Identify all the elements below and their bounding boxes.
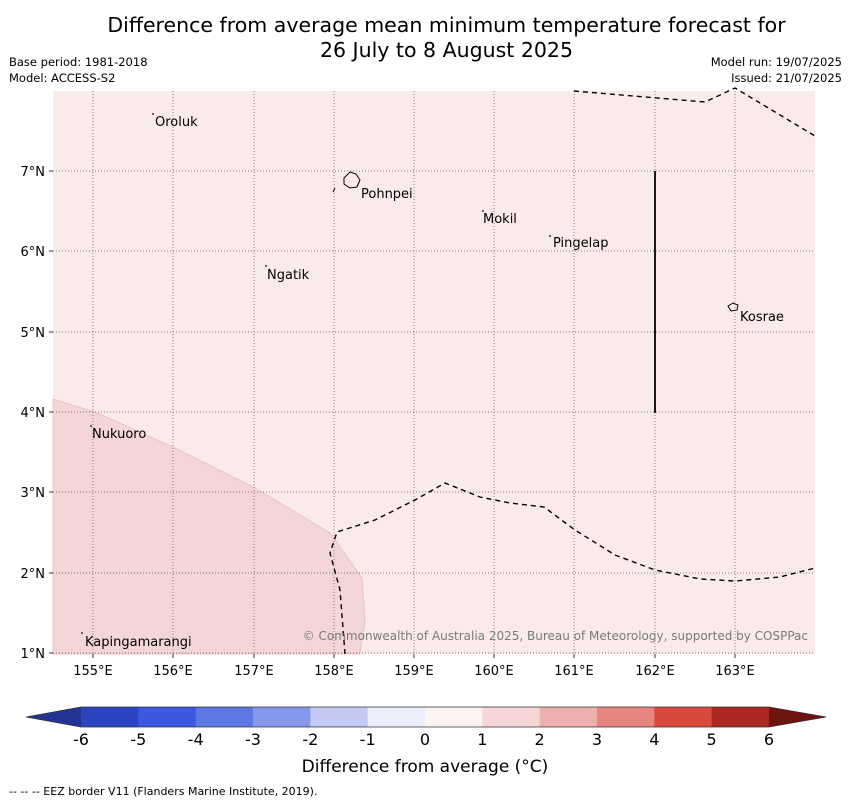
colorbar-bin	[138, 707, 197, 727]
lon-tick-label: 160°E	[474, 664, 514, 679]
lat-tick-label: 5°N	[21, 326, 46, 341]
colorbar-bin	[654, 707, 713, 727]
atoll-markers	[81, 113, 551, 634]
colorbar-bin	[367, 707, 426, 727]
colorbar-tick-label: 3	[592, 730, 602, 749]
graticule	[53, 91, 815, 654]
colorbar-bin	[482, 707, 541, 727]
place-label-nukuoro: Nukuoro	[92, 427, 146, 442]
colorbar-bin	[81, 707, 139, 727]
colorbar-tick-label: -1	[360, 730, 376, 749]
meta-right: Model run: 19/07/2025 Issued: 21/07/2025	[711, 54, 842, 86]
colorbar-extend-low	[26, 707, 81, 727]
mokil-marker	[482, 210, 484, 212]
lon-tick-label: 157°E	[234, 664, 274, 679]
eez-border-north	[573, 87, 816, 137]
map-title: Difference from average mean minimum tem…	[0, 13, 850, 63]
place-label-oroluk: Oroluk	[155, 115, 198, 130]
lon-tick-label: 163°E	[715, 664, 755, 679]
colorbar-tick-label: -5	[130, 730, 146, 749]
colorbar-bin	[195, 707, 254, 727]
lon-tick-label: 159°E	[394, 664, 434, 679]
lon-tick-label: 158°E	[314, 664, 354, 679]
place-label-mokil: Mokil	[483, 212, 517, 227]
copyright-text: © Commonwealth of Australia 2025, Bureau…	[303, 629, 808, 643]
title-line-1: Difference from average mean minimum tem…	[107, 13, 786, 37]
eez-border-south	[329, 482, 816, 655]
issued-date: Issued: 21/07/2025	[731, 71, 842, 85]
colorbar-label: Difference from average (°C)	[301, 757, 549, 777]
kapingamarangi-marker	[81, 632, 83, 634]
pingelap-marker	[549, 235, 551, 237]
pohnpei-islet-mark	[332, 187, 336, 193]
lon-tick-label: 156°E	[153, 664, 193, 679]
meta-left: Base period: 1981-2018 Model: ACCESS-S2	[9, 54, 148, 86]
colorbar-tick-label: -6	[73, 730, 89, 749]
lat-tick-label: 3°N	[21, 486, 46, 501]
eez-legend-note: -- -- -- EEZ border V11 (Flanders Marine…	[9, 785, 318, 798]
colorbar-bin	[596, 707, 655, 727]
colorbar-tick-label: 5	[707, 730, 717, 749]
lat-tick-label: 4°N	[21, 406, 46, 421]
lat-tick-label: 7°N	[21, 165, 46, 180]
lat-tick-label: 2°N	[21, 567, 46, 582]
nukuoro-marker	[90, 425, 92, 427]
colorbar	[25, 706, 827, 728]
colorbar-bin	[310, 707, 369, 727]
colorbar-bin	[424, 707, 483, 727]
lat-tick-label: 6°N	[21, 245, 46, 260]
ngatik-marker	[265, 265, 267, 267]
pohnpei-island-outline	[343, 171, 361, 189]
place-label-pingelap: Pingelap	[553, 236, 609, 251]
lon-tick-label: 161°E	[554, 664, 594, 679]
colorbar-bin	[539, 707, 598, 727]
colorbar-tick-label: 4	[649, 730, 659, 749]
lon-tick-label: 162°E	[635, 664, 675, 679]
title-line-2: 26 July to 8 August 2025	[319, 38, 574, 62]
axis-ticks	[49, 170, 736, 658]
place-label-pohnpei: Pohnpei	[361, 187, 413, 202]
model-name: Model: ACCESS-S2	[9, 71, 116, 85]
colorbar-tick-label: -2	[302, 730, 318, 749]
place-label-kapingamarangi: Kapingamarangi	[85, 635, 192, 650]
colorbar-tick-label: -3	[245, 730, 261, 749]
colorbar-extend-high	[768, 707, 826, 727]
colorbar-outline	[25, 706, 827, 728]
colorbar-tick-label: 6	[764, 730, 774, 749]
base-period: Base period: 1981-2018	[9, 55, 148, 69]
oroluk-marker	[152, 113, 154, 115]
colorbar-tick-label: 2	[535, 730, 545, 749]
anomaly-fill-1-2	[52, 398, 366, 655]
lon-tick-label: 155°E	[73, 664, 113, 679]
kosrae-island-outline	[727, 302, 739, 312]
colorbar-tick-labels: -6 -5 -4 -3 -2 -1 0 1 2 3 4 5 6	[73, 730, 774, 749]
place-label-ngatik: Ngatik	[267, 268, 310, 283]
colorbar-tick-label: 1	[477, 730, 487, 749]
model-run: Model run: 19/07/2025	[710, 55, 842, 69]
eez-borders	[329, 87, 816, 655]
place-label-kosrae: Kosrae	[740, 310, 784, 325]
lat-tick-label: 1°N	[21, 647, 46, 662]
colorbar-tick-label: 0	[420, 730, 430, 749]
colorbar-bin	[711, 707, 770, 727]
colorbar-tick-label: -4	[188, 730, 204, 749]
colorbar-bin	[252, 707, 311, 727]
